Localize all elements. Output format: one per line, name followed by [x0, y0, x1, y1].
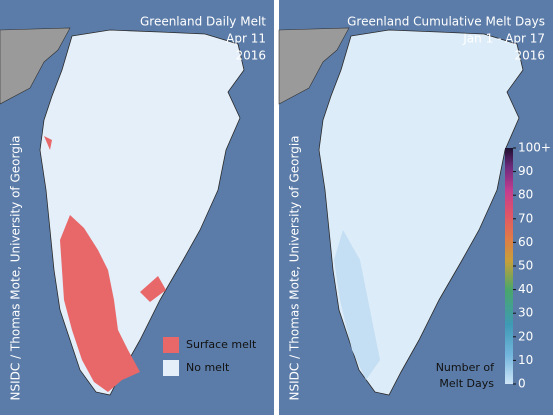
legend-swatch: [163, 337, 179, 353]
title: 2016: [235, 49, 266, 63]
divider: [274, 0, 279, 415]
colorbar-tick-label: 70: [518, 211, 533, 225]
colorbar-label: Melt Days: [439, 377, 494, 390]
colorbar-tick-label: 10: [518, 353, 533, 367]
colorbar-tick-label: 50: [518, 259, 533, 273]
title: Greenland Daily Melt: [140, 15, 266, 29]
colorbar-tick-label: 60: [518, 235, 533, 249]
colorbar-tick-label: 40: [518, 282, 533, 296]
credit: NSIDC / Thomas Mote, University of Georg…: [288, 135, 302, 400]
colorbar-label: Number of: [436, 361, 495, 374]
legend-swatch: [163, 360, 179, 376]
colorbar-tick-label: 80: [518, 188, 533, 202]
melt-area: [44, 136, 52, 150]
melt-area: [60, 215, 140, 392]
colorbar-tick-label: 100+: [518, 141, 551, 155]
panel-cumulative: Greenland Cumulative Melt Days Jan 1 - Ap…: [278, 0, 553, 415]
colorbar-tick-label: 90: [518, 164, 533, 178]
colorbar-tick-label: 0: [518, 377, 526, 391]
legend-label: Surface melt: [186, 338, 257, 351]
panel-daily: Greenland Daily Melt Apr 11 2016 NSIDC / Th…: [0, 0, 274, 415]
title: Greenland Cumulative Melt Days: [347, 15, 545, 29]
melt-area: [140, 276, 166, 302]
colorbar-tick-label: 20: [518, 329, 533, 343]
colorbar: [505, 148, 513, 384]
colorbar-tick-label: 30: [518, 306, 533, 320]
title: Jan 1 - Apr 17: [462, 32, 545, 46]
title: Apr 11: [226, 32, 266, 46]
title: 2016: [514, 49, 545, 63]
melt-days-area: [334, 230, 380, 380]
credit: NSIDC / Thomas Mote, University of Georg…: [9, 135, 23, 400]
legend-label: No melt: [186, 361, 230, 374]
